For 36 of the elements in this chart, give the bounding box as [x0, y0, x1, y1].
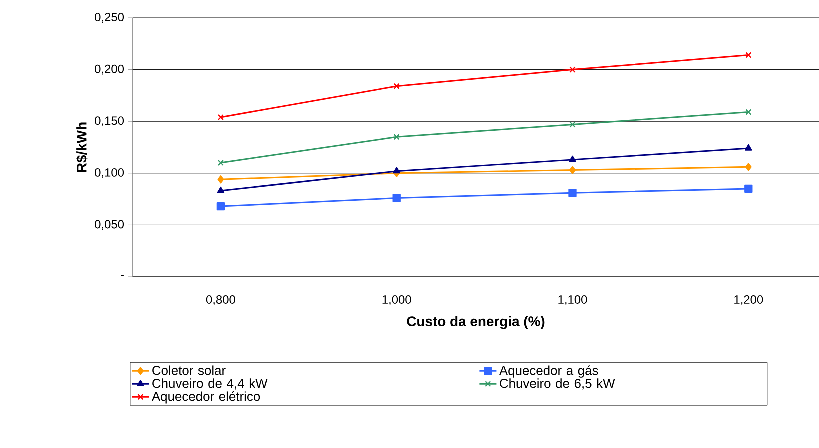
- point: [746, 109, 752, 116]
- x-tick-label: 0,800: [206, 296, 236, 306]
- y-tick-label: 0,100: [95, 168, 124, 178]
- x-tick-label: 1,200: [734, 296, 764, 306]
- point: [744, 184, 753, 194]
- point: [568, 189, 577, 198]
- y-tick-label: 0,050: [95, 220, 124, 230]
- point: [216, 202, 226, 211]
- point: [392, 194, 401, 202]
- point: [745, 144, 752, 151]
- legend-label: Chuveiro de 4,4 kW: [152, 378, 268, 390]
- point: [746, 52, 752, 58]
- point: [570, 122, 576, 128]
- point: [218, 160, 224, 166]
- x-axis-title: Custo da energia (%): [407, 316, 545, 330]
- point: [394, 134, 400, 140]
- legend-label: Aquecedor a gás: [499, 366, 598, 378]
- y-axis-title: R$/kWh: [76, 122, 88, 172]
- point: [570, 66, 576, 73]
- legend-label: Coletor solar: [152, 366, 226, 376]
- x-tick-label: 1,000: [382, 296, 412, 306]
- point: [569, 156, 576, 162]
- point: [393, 167, 400, 174]
- point: [217, 186, 225, 194]
- x-tick-label: 1,100: [558, 296, 588, 306]
- y-tick-label: -: [121, 275, 124, 276]
- point: [745, 163, 752, 172]
- legend-label: Chuveiro de 6,5 kW: [500, 378, 616, 390]
- point: [570, 166, 576, 174]
- legend-label: Aquecedor elétrico: [152, 392, 260, 404]
- point: [218, 114, 224, 121]
- y-tick-label: 0,200: [95, 64, 124, 75]
- point: [218, 176, 224, 184]
- y-tick-label: 0,150: [95, 116, 124, 127]
- y-tick-label: 0,250: [95, 13, 124, 23]
- point: [394, 83, 400, 90]
